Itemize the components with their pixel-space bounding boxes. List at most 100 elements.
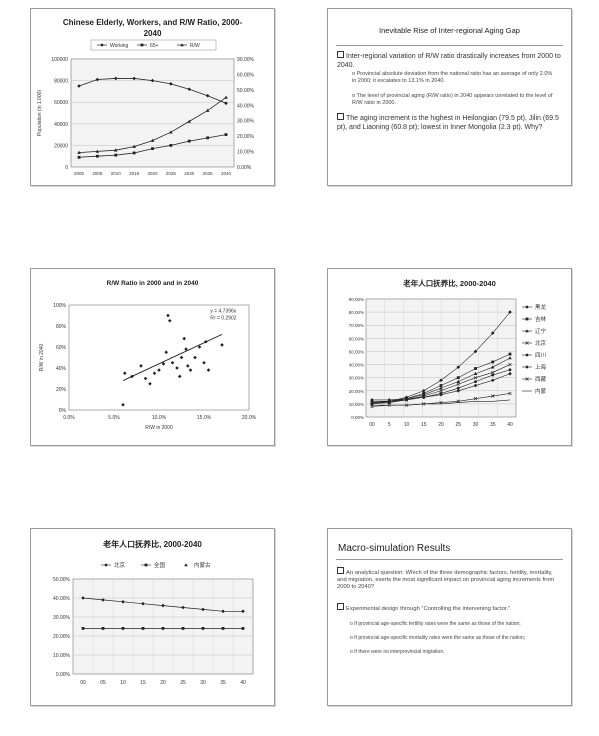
data-point — [224, 95, 228, 99]
slide-2-sub-2: o The level of provincial aging (R/W rat… — [352, 93, 553, 106]
legend-label: 65+ — [150, 43, 159, 49]
data-point — [114, 153, 118, 157]
legend-marker — [144, 563, 148, 567]
x-tick-label: 30 — [473, 422, 479, 428]
y-tick-label-left: 60000 — [54, 100, 68, 106]
legend-marker — [525, 353, 529, 357]
y-tick-label: 40.00% — [349, 363, 364, 368]
slide-2-sub-1-text: Provincial absolute deviation from the n… — [352, 71, 553, 84]
trend-line — [122, 333, 223, 382]
data-point — [508, 371, 512, 376]
slide-4-chart: 老年人口抚养比, 2000-2040 90.00% 80.00% 70.00% 60.… — [327, 268, 572, 446]
data-point — [201, 607, 205, 612]
slide-6-sub-3: o If there were no interprovincial migra… — [350, 649, 445, 655]
legend-label: 全国 — [154, 561, 166, 569]
y-tick-label: 20.00% — [349, 389, 364, 394]
scatter-point — [170, 360, 175, 365]
scatter-point — [184, 347, 188, 351]
slide-2-sub-2-text: The level of provincial aging (R/W ratio… — [352, 93, 553, 106]
data-point — [205, 93, 210, 98]
data-point — [101, 627, 105, 630]
x-tick-label: 35 — [490, 422, 496, 428]
data-point — [456, 388, 461, 393]
data-point — [95, 77, 100, 82]
scatter-point — [206, 368, 211, 372]
y-tick-label: 0.00% — [351, 415, 364, 420]
bullet-box-icon — [337, 603, 344, 610]
data-point — [141, 601, 145, 606]
slide-2-title-rule — [336, 45, 563, 46]
slide-6-title-rule — [336, 559, 563, 560]
scatter-point — [166, 313, 170, 318]
data-point — [113, 148, 118, 152]
data-point — [439, 389, 443, 393]
slide-6-sub-1-text: If provincial age-specific fertility rat… — [354, 621, 521, 627]
slide-1-chart: Chinese Elderly, Workers, and R/W Ratio,… — [30, 8, 275, 186]
data-point — [169, 130, 173, 134]
scatter-point — [168, 318, 172, 323]
data-point — [508, 368, 512, 372]
data-point — [150, 78, 155, 83]
data-point — [224, 133, 228, 136]
data-point — [241, 609, 245, 614]
data-point — [187, 139, 191, 143]
data-point — [491, 373, 495, 377]
data-point — [169, 82, 173, 86]
data-point — [490, 365, 495, 369]
data-point — [508, 310, 512, 314]
plot-area — [72, 578, 254, 675]
x-tick-label: 40 — [240, 680, 246, 686]
slide-2-bullet-1-text: Inter-regional variation of R/W ratio dr… — [337, 53, 561, 69]
y-tick-label: 10.00% — [349, 402, 364, 407]
legend-label: 黑龙 — [535, 303, 547, 311]
data-point — [181, 627, 185, 630]
data-point — [141, 627, 145, 630]
x-tick-label: 2005 — [92, 171, 103, 176]
data-point — [241, 627, 245, 630]
bullet-box-icon — [337, 113, 344, 120]
scatter-point — [179, 355, 184, 360]
slide-6-title: Macro-simulation Results — [338, 543, 451, 554]
data-point — [456, 376, 460, 380]
y-tick-label-left: 80000 — [54, 79, 68, 85]
slide-2-bullet-2-text: The aging increment is the highest in He… — [337, 115, 559, 131]
data-point — [456, 379, 461, 383]
y-tick-label: 100% — [53, 303, 66, 309]
bullet-box-icon — [337, 51, 344, 58]
slide-6-bullet-2: Experimental design through "Controlling… — [337, 603, 559, 613]
slide-6-bullet-1: An analytical question: Which of the thr… — [337, 567, 559, 591]
y-tick-label: 80.00% — [349, 310, 364, 315]
data-point — [151, 147, 154, 151]
slide-6-text: Macro-simulation Results An analytical q… — [327, 528, 572, 706]
data-point — [95, 149, 100, 153]
y-tick-label: 60.00% — [349, 336, 364, 341]
data-point — [421, 388, 426, 393]
x-tick-label: 25 — [180, 680, 186, 686]
x-tick-label: 35 — [220, 680, 226, 686]
x-tick-label: 25 — [455, 422, 461, 428]
data-point — [169, 144, 173, 147]
data-point — [474, 367, 477, 370]
trend-r-squared: R² = 0.2902 — [210, 316, 236, 322]
y-axis-label: R/W in 2040 — [39, 344, 45, 372]
x-tick-label: 20 — [438, 422, 444, 428]
legend-marker — [140, 43, 144, 47]
y-tick-label-left: 0 — [65, 165, 68, 171]
slide-3-chart: R/W Ratio in 2000 and in 2040 100% 80% 60%… — [30, 268, 275, 446]
data-point — [224, 101, 228, 106]
data-point — [508, 391, 512, 396]
y-tick-label-right: 90.00% — [237, 57, 255, 63]
data-point — [473, 396, 478, 401]
slide-5-chart: 老年人口抚养比, 2000-2040 北京 全国 内蒙古 50.00% 40.00% 30… — [30, 528, 275, 706]
legend-marker — [180, 43, 184, 47]
data-point — [491, 370, 495, 375]
y-tick-label-right: 0.00% — [237, 165, 252, 171]
data-point — [221, 627, 225, 630]
x-tick-label: 10 — [404, 422, 410, 428]
slide-6-sub-1: o If provincial age-specific fertility r… — [350, 621, 521, 627]
y-tick-label: 0% — [59, 408, 67, 414]
slide-2-bullet-2: The aging increment is the highest in He… — [337, 113, 562, 132]
x-tick-label: 0.0% — [63, 415, 75, 421]
data-point — [113, 76, 118, 81]
x-tick-label: 2015 — [129, 171, 140, 176]
